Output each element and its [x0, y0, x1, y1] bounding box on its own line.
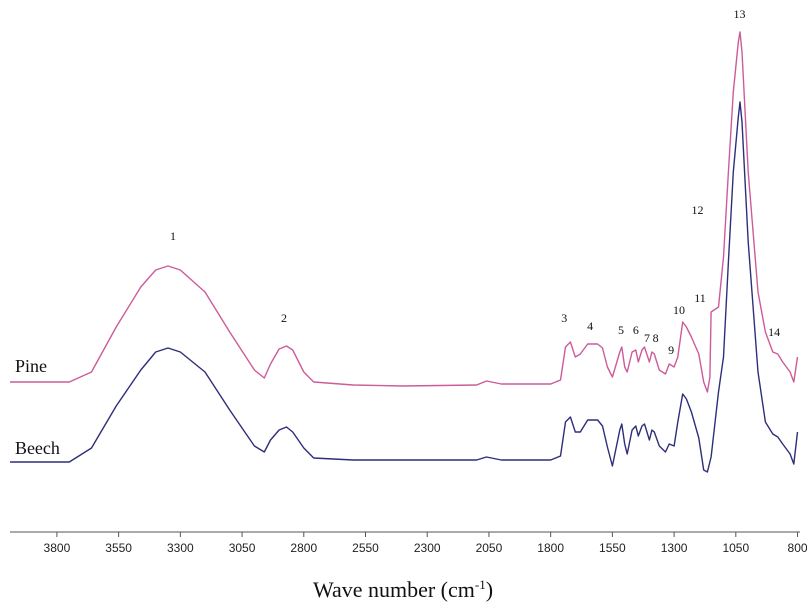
x-tick-label: 1050 — [722, 541, 749, 555]
peak-label: 10 — [673, 303, 685, 317]
x-tick-label: 3550 — [105, 541, 132, 555]
peak-label: 8 — [653, 331, 659, 345]
series-labels: Pine Beech — [15, 356, 60, 458]
series-line-beech — [10, 101, 799, 473]
peak-label: 5 — [618, 323, 624, 337]
peak-label: 3 — [561, 311, 567, 325]
peak-label: 9 — [668, 343, 674, 357]
x-tick-label: 1800 — [537, 541, 564, 555]
x-tick-label: 2300 — [414, 541, 441, 555]
peak-label: 2 — [281, 311, 287, 325]
peak-label: 1 — [170, 229, 176, 243]
x-tick-label: 1550 — [599, 541, 626, 555]
peak-label: 4 — [587, 319, 593, 333]
peak-label: 11 — [694, 291, 706, 305]
x-tick-label: 2550 — [352, 541, 379, 555]
x-axis-tick-labels: 3800 3550 3300 3050 2800 2550 2300 2050 1800 1550… — [44, 541, 807, 555]
series-label-pine: Pine — [15, 356, 47, 376]
x-tick-label: 3800 — [44, 541, 71, 555]
plot-area: 3800 3550 3300 3050 2800 2550 2300 2050 1800 1550… — [10, 7, 807, 555]
x-tick-label: 2800 — [290, 541, 317, 555]
peak-label: 12 — [692, 203, 704, 217]
peak-label: 7 — [644, 331, 650, 345]
series-label-beech: Beech — [15, 438, 60, 458]
peak-label: 6 — [633, 323, 639, 337]
peak-label: 14 — [768, 325, 780, 339]
x-tick-label: 3300 — [167, 541, 194, 555]
spectra-series — [10, 31, 799, 473]
x-tick-label: 2050 — [476, 541, 503, 555]
x-tick-label: 1300 — [661, 541, 688, 555]
x-axis-ticks — [56, 532, 799, 537]
peak-label: 13 — [734, 7, 746, 21]
series-line-pine — [10, 31, 799, 393]
x-axis-title: Wave number (cm-1) — [313, 577, 493, 602]
x-tick-label: 800 — [788, 541, 807, 555]
x-tick-label: 3050 — [229, 541, 256, 555]
